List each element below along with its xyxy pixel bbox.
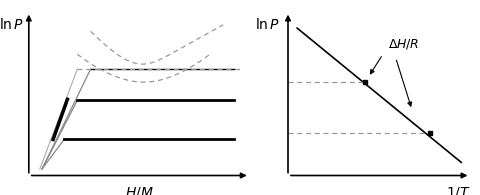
Text: $H/M$: $H/M$	[125, 185, 154, 195]
Text: $\ln P$: $\ln P$	[255, 17, 281, 32]
Text: $\Delta H/R$: $\Delta H/R$	[388, 37, 420, 51]
Text: $1/T$: $1/T$	[445, 185, 470, 195]
Text: $\ln P$: $\ln P$	[0, 17, 24, 32]
